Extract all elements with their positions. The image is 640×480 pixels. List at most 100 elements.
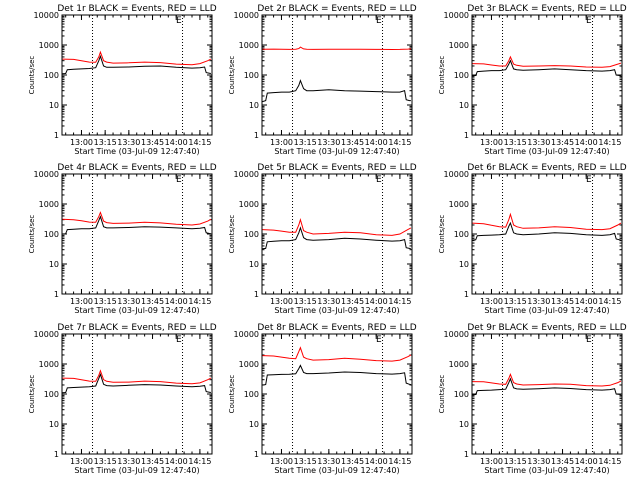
x-tick-label: 13:45 — [141, 457, 164, 466]
series-line-lld — [472, 373, 622, 387]
series-line-events — [472, 377, 621, 396]
y-tick-label: 1000 — [239, 41, 259, 50]
series-line-lld — [262, 217, 412, 236]
detector-panel-6: Det 6r BLACK = Events, RED = LLD E 1 10 100 1… — [438, 163, 627, 315]
x-axis-label: Start Time (03-Jul-09 12:47:40) — [274, 306, 399, 315]
detector-panel-5: Det 5r BLACK = Events, RED = LLD E 1 10 100 1… — [228, 163, 417, 315]
y-axis-label: Counts/sec — [28, 56, 36, 95]
plot-frame — [61, 14, 213, 136]
x-tick-label: 13:00 — [70, 138, 93, 147]
corner-mark: E — [176, 335, 182, 345]
y-tick-label: 100 — [454, 230, 469, 239]
y-tick-label: 10 — [49, 101, 59, 110]
series-line-events — [262, 79, 411, 103]
detector-panel-2: Det 2r BLACK = Events, RED = LLD E 1 10 100 1… — [228, 4, 417, 156]
x-tick-label: 13:15 — [94, 457, 117, 466]
x-tick-label: 14:00 — [165, 297, 188, 306]
y-tick-label: 10000 — [34, 170, 59, 179]
series-line-events — [62, 372, 211, 394]
y-axis-label: Counts/sec — [28, 215, 36, 254]
panel-title: Det 4r BLACK = Events, RED = LLD — [57, 163, 216, 173]
y-tick-label: 1 — [464, 290, 469, 299]
series-line-lld — [262, 346, 412, 362]
y-tick-label: 1 — [54, 290, 59, 299]
x-tick-label: 13:30 — [117, 297, 140, 306]
corner-mark: E — [176, 16, 182, 26]
x-tick-label: 13:45 — [551, 138, 574, 147]
x-tick-label: 14:15 — [598, 297, 621, 306]
y-tick-label: 10000 — [444, 330, 469, 339]
y-axis-label: Counts/sec — [228, 375, 236, 414]
y-tick-label: 1 — [54, 131, 59, 140]
plot-frame — [61, 333, 213, 455]
y-tick-label: 1000 — [239, 360, 259, 369]
detector-panel-9: Det 9r BLACK = Events, RED = LLD E 1 10 100 1… — [438, 323, 627, 475]
x-tick-label: 14:15 — [188, 457, 211, 466]
x-tick-label: 13:00 — [480, 457, 503, 466]
x-tick-label: 13:00 — [270, 138, 293, 147]
x-tick-label: 13:15 — [504, 297, 527, 306]
y-tick-label: 100 — [44, 390, 59, 399]
x-tick-label: 13:45 — [341, 138, 364, 147]
y-tick-label: 10000 — [234, 170, 259, 179]
x-axis-label: Start Time (03-Jul-09 12:47:40) — [484, 466, 609, 475]
corner-mark: E — [586, 335, 592, 345]
y-tick-label: 10 — [49, 260, 59, 269]
plot-frame — [471, 333, 623, 455]
x-tick-label: 14:00 — [575, 138, 598, 147]
x-tick-label: 14:15 — [598, 138, 621, 147]
x-tick-label: 13:30 — [317, 457, 340, 466]
x-tick-label: 14:00 — [365, 138, 388, 147]
y-axis-label: Counts/sec — [228, 215, 236, 254]
corner-mark: E — [586, 175, 592, 185]
x-tick-label: 13:45 — [551, 457, 574, 466]
x-tick-label: 13:00 — [270, 457, 293, 466]
series-line-events — [62, 54, 211, 75]
y-tick-label: 1 — [464, 450, 469, 459]
x-tick-label: 14:15 — [188, 297, 211, 306]
series-line-lld — [62, 211, 212, 226]
x-tick-label: 13:45 — [341, 457, 364, 466]
y-tick-label: 100 — [44, 71, 59, 80]
corner-mark: E — [376, 175, 382, 185]
y-tick-label: 10 — [49, 420, 59, 429]
corner-mark: E — [176, 175, 182, 185]
x-axis-label: Start Time (03-Jul-09 12:47:40) — [74, 306, 199, 315]
x-tick-label: 13:45 — [141, 297, 164, 306]
x-tick-label: 14:15 — [388, 138, 411, 147]
y-axis-label: Counts/sec — [228, 56, 236, 95]
y-tick-label: 10000 — [234, 11, 259, 20]
x-tick-label: 13:15 — [294, 297, 317, 306]
x-tick-label: 13:45 — [141, 138, 164, 147]
x-tick-label: 13:15 — [294, 138, 317, 147]
y-tick-label: 100 — [454, 71, 469, 80]
panel-title: Det 2r BLACK = Events, RED = LLD — [257, 4, 416, 14]
y-tick-label: 10 — [459, 101, 469, 110]
x-tick-label: 13:30 — [317, 138, 340, 147]
detector-panel-4: Det 4r BLACK = Events, RED = LLD E 1 10 100 1… — [28, 163, 217, 315]
x-axis-label: Start Time (03-Jul-09 12:47:40) — [484, 306, 609, 315]
y-tick-label: 100 — [244, 71, 259, 80]
plot-frame — [61, 173, 213, 295]
y-tick-label: 1000 — [449, 360, 469, 369]
y-tick-label: 1 — [254, 290, 259, 299]
series-line-lld — [472, 212, 622, 231]
x-tick-label: 13:15 — [504, 138, 527, 147]
x-tick-label: 13:30 — [527, 457, 550, 466]
x-tick-label: 14:00 — [165, 457, 188, 466]
y-tick-label: 1 — [254, 131, 259, 140]
y-tick-label: 100 — [244, 230, 259, 239]
series-line-lld — [472, 55, 622, 68]
x-tick-label: 13:00 — [480, 297, 503, 306]
series-line-events — [472, 221, 622, 241]
x-tick-label: 13:45 — [341, 297, 364, 306]
corner-mark: E — [376, 16, 382, 26]
y-axis-label: Counts/sec — [438, 215, 446, 254]
y-tick-label: 10000 — [34, 330, 59, 339]
detector-panel-1: Det 1r BLACK = Events, RED = LLD E 1 10 100 1… — [28, 4, 217, 156]
y-tick-label: 10 — [249, 260, 259, 269]
x-tick-label: 14:15 — [388, 297, 411, 306]
y-tick-label: 1 — [464, 131, 469, 140]
series-line-events — [262, 226, 412, 250]
y-tick-label: 1000 — [39, 200, 59, 209]
